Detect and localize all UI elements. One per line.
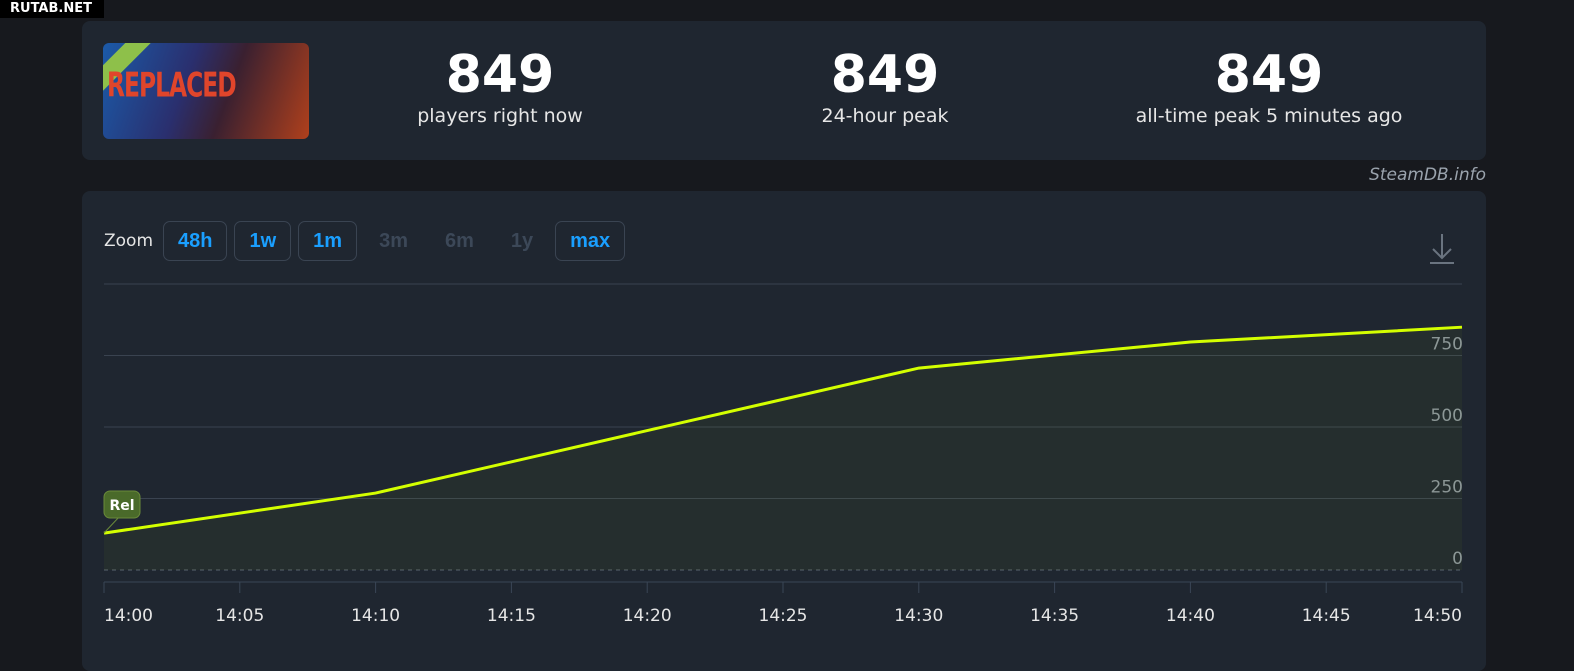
stat-label: all-time peak 5 minutes ago (1135, 105, 1403, 127)
x-tick-label: 14:25 (759, 606, 808, 626)
zoom-1w-button[interactable]: 1w (234, 221, 292, 261)
x-tick-label: 14:45 (1302, 606, 1351, 626)
x-tick-label: 14:35 (1030, 606, 1079, 626)
x-tick-label: 14:10 (351, 606, 400, 626)
annotation-label: Rel (109, 498, 134, 514)
stat-value: 849 (830, 45, 940, 105)
y-tick-label: 500 (1431, 406, 1463, 426)
y-tick-label: 750 (1431, 335, 1463, 355)
y-tick-label: 250 (1431, 478, 1463, 498)
zoom-1y-button: 1y (496, 221, 548, 261)
stat-value: 849 (1214, 45, 1324, 105)
stat-label: players right now (417, 105, 583, 127)
zoom-3m-button: 3m (364, 221, 423, 261)
download-icon-glyph (1430, 234, 1454, 264)
series-line (103, 325, 1463, 535)
annotation-marker (103, 490, 141, 519)
zoom-1m-button[interactable]: 1m (298, 221, 358, 261)
y-tick-label: 0 (1452, 549, 1463, 569)
annotation-stem (103, 515, 121, 534)
credit[interactable]: SteamDB.info (1369, 165, 1486, 185)
stat-value: 849 (445, 45, 555, 105)
stat-label: 24-hour peak (821, 105, 949, 127)
stat-all-time-peak: 849 all-time peak 5 minutes ago (1099, 47, 1439, 127)
x-tick-label: 14:50 (1413, 606, 1462, 626)
zoom-48h-button[interactable]: 48h (163, 221, 228, 261)
x-tick-label: 14:05 (215, 606, 264, 626)
zoom-controls: Zoom 48h 1w 1m 3m 6m 1y max (104, 221, 626, 261)
x-tick-label: 14:20 (623, 606, 672, 626)
zoom-6m-button: 6m (430, 221, 489, 261)
x-tick-label: 14:00 (104, 606, 153, 626)
zoom-label: Zoom (104, 231, 154, 251)
zoom-max-button[interactable]: max (555, 221, 626, 261)
download-icon[interactable] (1430, 234, 1454, 264)
stat-current: 849 players right now (330, 47, 670, 127)
watermark: RUTAB.NET (0, 0, 104, 18)
x-tick-label: 14:15 (487, 606, 536, 626)
game-logo: REPLACED (107, 66, 237, 106)
chart-card: Zoom 48h 1w 1m 3m 6m 1y max (82, 191, 1486, 671)
game-thumbnail[interactable]: REPLACED (103, 43, 309, 139)
stat-24h-peak: 849 24-hour peak (715, 47, 1055, 127)
x-tick-label: 14:40 (1166, 606, 1215, 626)
area-fill (104, 327, 1462, 570)
x-tick-label: 14:30 (894, 606, 943, 626)
stats-card: REPLACED 849 players right now 849 24-ho… (82, 21, 1486, 160)
